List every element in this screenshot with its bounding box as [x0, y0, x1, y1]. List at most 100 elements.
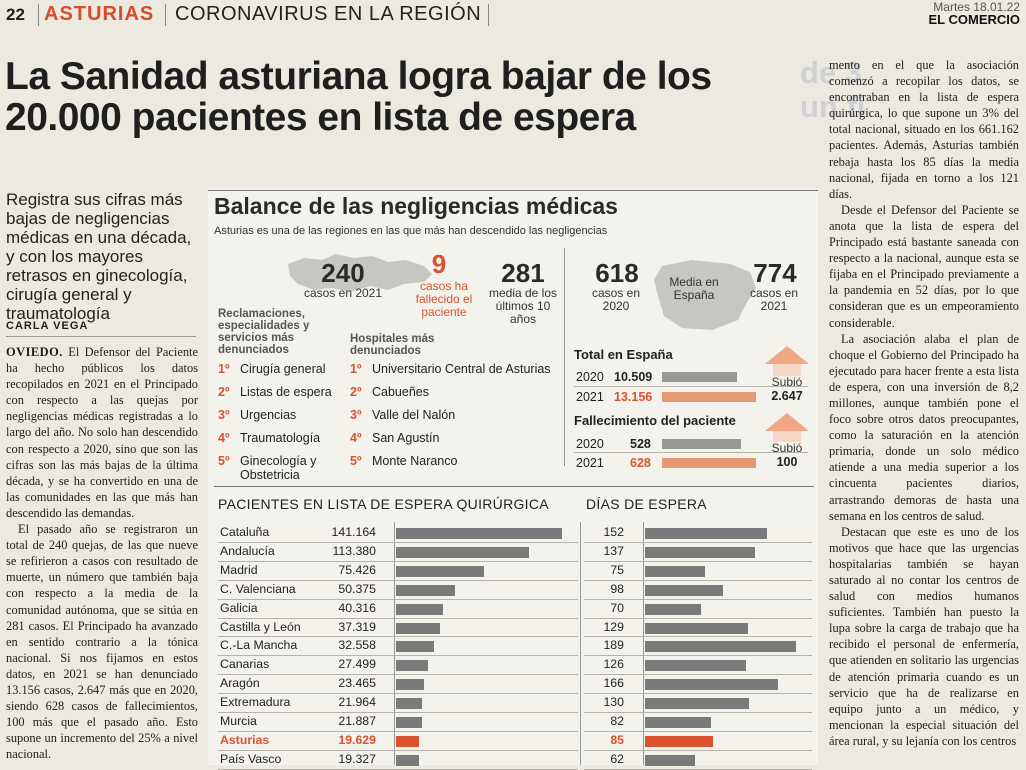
row-rule: [218, 712, 578, 713]
row-patients-value: 113.380: [332, 543, 376, 558]
row-region-label: Galicia: [220, 600, 258, 615]
row-patients-value: 19.327: [338, 751, 376, 766]
row-rule: [584, 693, 812, 695]
subsection-name: CORONAVIRUS EN LA REGIÓN: [175, 3, 482, 25]
row-rule: [218, 598, 578, 600]
total-spain-value: 13.156: [614, 390, 653, 404]
days-bar: [645, 717, 711, 728]
patients-bar: [396, 641, 435, 653]
row-rule: [584, 674, 812, 676]
row-patients-value: 21.964: [338, 695, 376, 710]
row-days-value: 166: [603, 676, 624, 691]
total-spain-2020-bar: [662, 372, 738, 382]
list-item: 2º Listas de espera: [218, 385, 332, 399]
row-region-label: Cataluña: [220, 525, 270, 539]
days-bar: [645, 660, 746, 672]
list-item: 3º Urgencias: [218, 408, 297, 422]
days-bar: [645, 528, 767, 539]
page-number: 22: [6, 5, 25, 24]
increase-arrow-icon-stem: [773, 431, 801, 442]
row-rule: [584, 636, 812, 638]
days-bar: [645, 735, 713, 747]
row-region-label: Castilla y León: [220, 619, 301, 634]
right-body-text: mento en el que la asociación comenzó a …: [829, 58, 1019, 748]
asturias-deaths-label: casos ha fallecido el paciente: [415, 279, 473, 319]
total-spain-year: 2020: [576, 370, 604, 384]
list-item: 3º Valle del Nalón: [350, 408, 456, 422]
list-item: 5º Monte Naranco: [350, 454, 458, 468]
days-bar: [645, 584, 724, 596]
row-patients-value: 141.164: [331, 525, 376, 539]
table-title-days: DÍAS DE ESPERA: [586, 496, 707, 512]
graphic-divider: [564, 248, 565, 466]
total-spain-change-value: 2.647: [771, 389, 803, 403]
patients-bar: [396, 528, 562, 539]
row-rule: [218, 730, 578, 732]
deaths-spain-title: Fallecimiento del paciente: [574, 413, 736, 428]
row-rule: [584, 617, 812, 619]
list-item: 4º Traumatología: [218, 431, 321, 445]
list-item: 1º Cirugía general: [218, 362, 326, 376]
row-rule: [584, 560, 812, 562]
patients-bar: [396, 584, 456, 596]
asturias-cases-label: casos en 2021: [303, 286, 383, 300]
header-divider: [38, 4, 39, 26]
row-patients-value: 32.558: [338, 638, 376, 653]
row-rule: [218, 560, 578, 562]
row-region-label: Aragón: [220, 676, 260, 691]
asturias-cases-value: 240: [321, 258, 365, 288]
row-days-value: 129: [603, 619, 624, 634]
row-days-value: 82: [610, 714, 624, 728]
row-patients-value: 23.465: [338, 676, 376, 691]
axis-line: [643, 522, 644, 765]
row-patients-value: 19.629: [338, 732, 376, 747]
deaths-spain-2020-bar: [662, 439, 742, 449]
deaths-spain-2021-bar: [662, 458, 756, 468]
patients-bar: [396, 679, 424, 691]
infographic-subtitle: Asturias es una de las regiones en las q…: [214, 225, 608, 237]
list-specialties-title: Reclamaciones, especialidades y servicio…: [218, 308, 310, 356]
row-rule: [584, 749, 812, 751]
row-rule: [218, 617, 578, 619]
deaths-spain-change-label: Subió: [771, 441, 803, 455]
row-region-label: Canarias: [220, 657, 270, 672]
list-specialties: 1º Cirugía general 2º Listas de espera 3º U…: [218, 362, 343, 482]
bleed-through-text: de 3 un fi: [800, 55, 866, 124]
row-rule: [574, 386, 808, 387]
header-divider: [165, 4, 166, 26]
row-rule: [218, 579, 578, 581]
row-patients-value: 40.316: [338, 600, 376, 615]
spain-2020-label: casos en 2020: [591, 286, 641, 313]
deaths-spain-year: 2021: [576, 456, 604, 470]
row-patients-value: 50.375: [338, 581, 376, 596]
patients-bar: [396, 546, 530, 558]
days-bar: [645, 679, 778, 691]
row-rule: [574, 452, 808, 453]
row-region-label: Extremadura: [220, 695, 291, 710]
days-bar: [645, 698, 749, 710]
row-patients-value: 37.319: [338, 619, 376, 634]
increase-arrow-icon-stem: [773, 364, 801, 376]
row-rule: [218, 674, 578, 676]
patients-bar: [396, 603, 444, 615]
row-days-value: 152: [603, 525, 624, 539]
deaths-spain-year: 2020: [576, 437, 604, 451]
deaths-spain-value: 528: [630, 437, 651, 451]
deaths-spain-value: 628: [630, 456, 651, 470]
patients-bar: [396, 698, 422, 710]
row-region-label: Andalucía: [220, 543, 275, 558]
days-bar: [645, 603, 701, 615]
row-region-label: Asturias: [220, 732, 270, 747]
section-name: ASTURIAS: [44, 3, 155, 25]
row-days-value: 189: [603, 638, 624, 653]
lead-paragraph: Registra sus cifras más bajas de neglige…: [6, 190, 192, 323]
total-spain-2021-bar: [662, 392, 756, 402]
table-top-rule: [214, 486, 814, 487]
patients-bar: [396, 660, 429, 672]
row-region-label: C. Valenciana: [220, 581, 296, 596]
row-days-value: 126: [603, 657, 624, 672]
days-bar: [645, 641, 797, 653]
list-item: 5º Ginecología y Obstetricia: [218, 454, 317, 482]
days-bar: [645, 546, 755, 558]
list-hospitals: 1º Universitario Central de Asturias 2º Ca…: [350, 362, 562, 468]
